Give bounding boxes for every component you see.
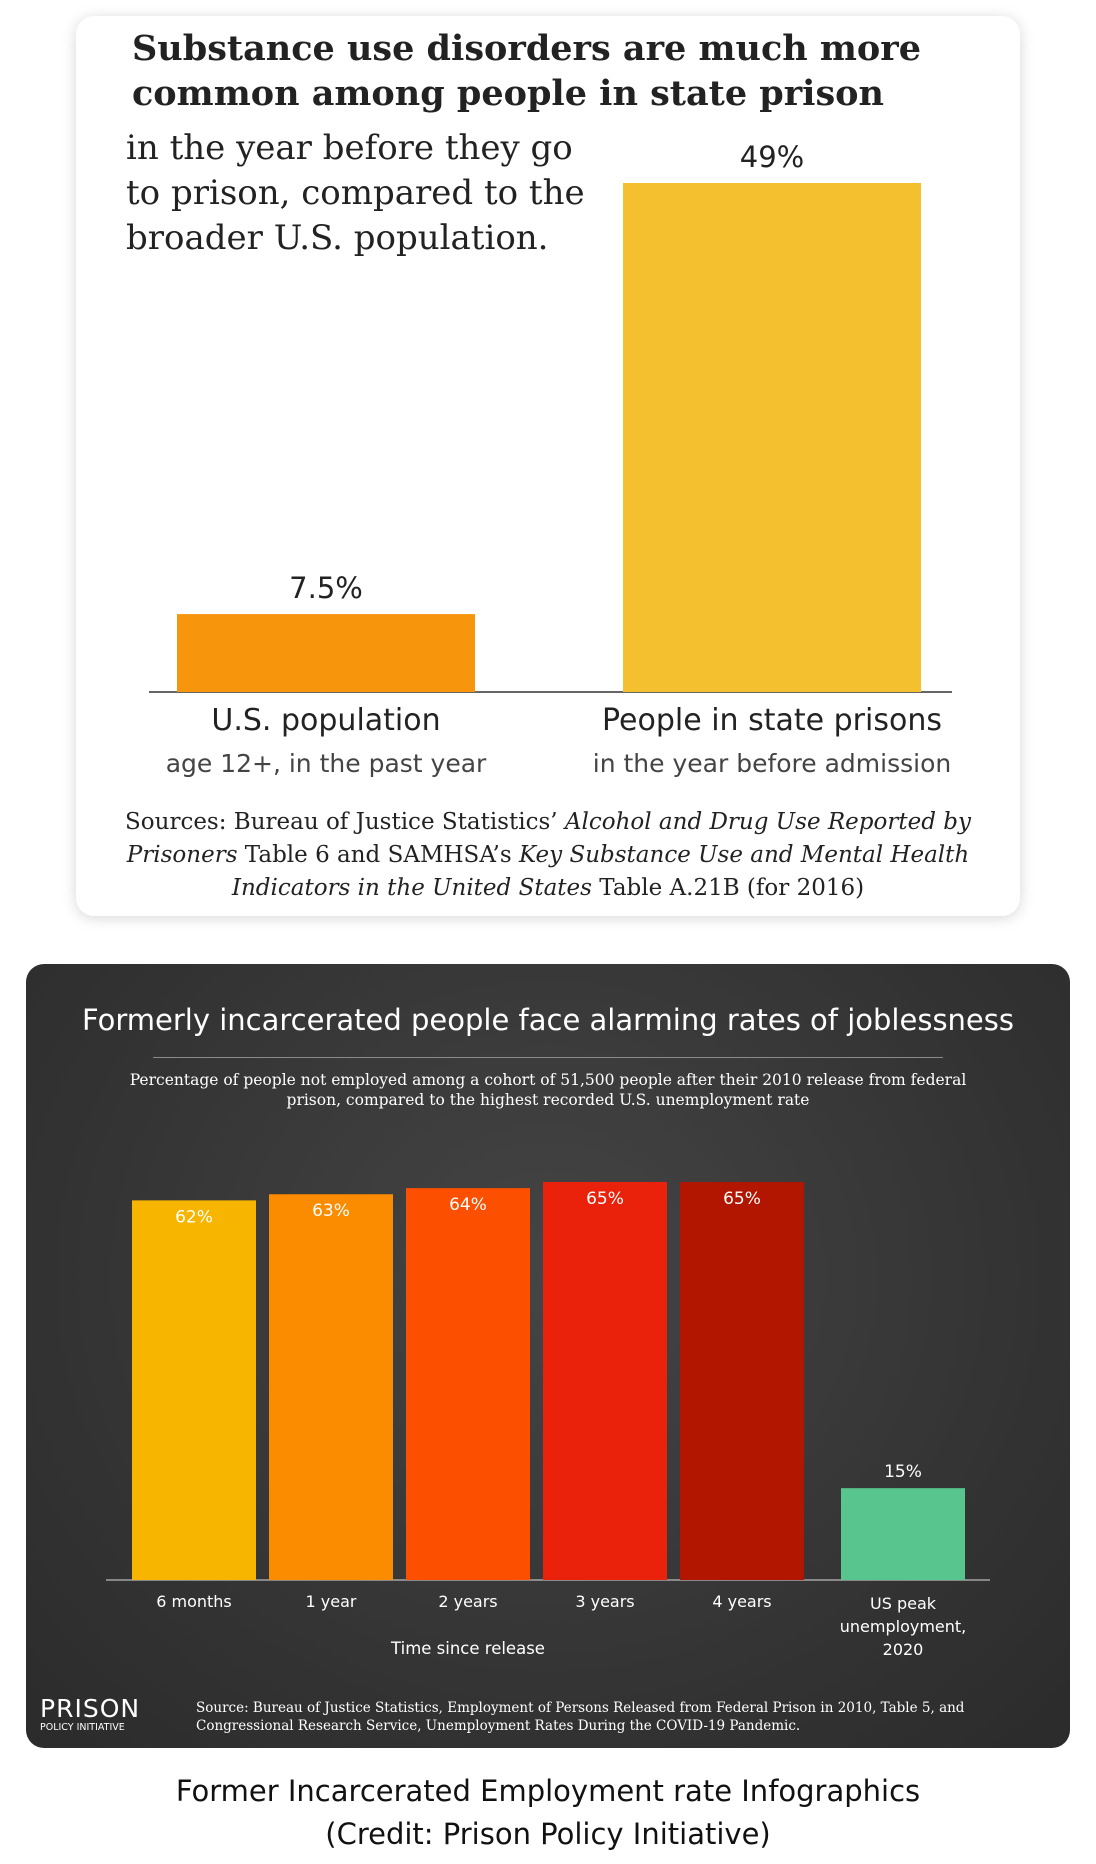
bar-3-years <box>543 1182 667 1580</box>
value-label-2-years: 64% <box>449 1195 487 1215</box>
bar-1-year <box>269 1194 393 1580</box>
substance-use-card: 7.5% U.S. population age 12+, in the past … <box>76 16 1020 916</box>
sources-text-1: Sources: Bureau of Justice Statistics’ <box>125 809 565 835</box>
joblessness-chart-subtitle: Percentage of people not employed among … <box>129 1071 967 1109</box>
value-label-3-years: 65% <box>586 1189 624 1209</box>
bar-people-in-state-prisons <box>623 183 921 692</box>
logo-wordmark: PRISON <box>40 1694 141 1723</box>
category-label-6-months: 6 months <box>156 1592 232 1611</box>
joblessness-chart-title: Formerly incarcerated people face alarmi… <box>81 1003 1014 1037</box>
value-label-4-years: 65% <box>723 1189 761 1209</box>
logo-tagline: POLICY INITIATIVE <box>40 1722 125 1733</box>
substance-chart-title: Substance use disorders are much more co… <box>132 28 921 114</box>
caption-line-1: Former Incarcerated Employment rate Info… <box>175 1774 921 1808</box>
caption-line-2: (Credit: Prison Policy Initiative) <box>325 1817 771 1851</box>
category-label-4-years: 4 years <box>712 1592 771 1611</box>
sources-report-title-2: Key Substance Use and Mental Health Indi… <box>231 842 970 901</box>
value-label-1-year: 63% <box>312 1201 350 1221</box>
category-label-3-years: 3 years <box>575 1592 634 1611</box>
substance-chart-subtitle: in the year before they go to prison, co… <box>126 128 585 258</box>
category-label-1-year: 1 year <box>306 1592 357 1611</box>
category-label-u-s-population: U.S. population <box>211 703 440 738</box>
title-divider <box>153 1057 943 1058</box>
prison-policy-initiative-logo: PRISON POLICY INITIATIVE <box>40 1696 160 1734</box>
bar-4-years <box>680 1182 804 1580</box>
value-label-us-peak-unemployment-2020: 15% <box>884 1462 922 1482</box>
category-label-us-peak-unemployment-2020: US peak unemployment, 2020 <box>840 1594 967 1659</box>
bar-2-years <box>406 1188 530 1580</box>
substance-chart-sources: Sources: Bureau of Justice Statistics’ A… <box>96 806 1000 905</box>
substance-use-chart: 7.5% U.S. population age 12+, in the past … <box>149 140 952 778</box>
value-label-people-in-state-prisons: 49% <box>740 140 804 174</box>
bar-6-months <box>132 1200 256 1580</box>
joblessness-chart-source: Source: Bureau of Justice Statistics, Em… <box>196 1700 965 1734</box>
value-label-u-s-population: 7.5% <box>289 571 363 605</box>
figure-caption: Former Incarcerated Employment rate Info… <box>0 1770 1096 1856</box>
sources-text-3: Table A.21B (for 2016) <box>591 875 865 901</box>
joblessness-card: Formerly incarcerated people face alarmi… <box>26 964 1070 1748</box>
bar-u-s-population <box>177 614 475 692</box>
value-label-6-months: 62% <box>175 1207 213 1227</box>
joblessness-chart: 62% 63% 64% 65% 65% 15% 6 months 1 year 2 years 3… <box>106 1182 990 1659</box>
category-sublabel-people-in-state-prisons: in the year before admission <box>593 749 951 778</box>
bar-us-peak-unemployment-2020 <box>841 1488 965 1580</box>
category-label-people-in-state-prisons: People in state prisons <box>602 703 942 738</box>
category-sublabel-u-s-population: age 12+, in the past year <box>166 749 487 778</box>
category-label-2-years: 2 years <box>438 1592 497 1611</box>
sources-text-2: Table 6 and SAMHSA’s <box>237 842 519 868</box>
sources-report-title-1: Alcohol and Drug Use Reported by Prisone… <box>126 809 971 868</box>
x-axis-title: Time since release <box>390 1639 545 1658</box>
